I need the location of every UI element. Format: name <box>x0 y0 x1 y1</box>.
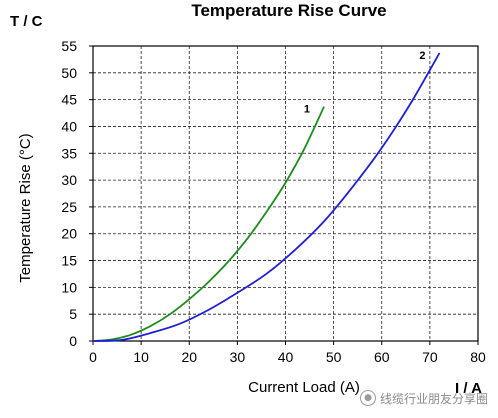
series-line-1 <box>92 106 325 342</box>
x-tick-label: 10 <box>133 349 149 365</box>
y-tick-label: 20 <box>61 226 77 242</box>
y-tick-label: 10 <box>61 279 77 295</box>
series-label-1: 1 <box>304 104 310 116</box>
y-unit-label: T / C <box>10 13 43 30</box>
series-lines <box>92 52 441 342</box>
x-tick-label: 70 <box>422 349 438 365</box>
y-axis-label: Temperature Rise (°C) <box>17 133 34 282</box>
axes <box>89 45 479 345</box>
x-tick-label: 80 <box>470 349 486 365</box>
x-tick-label: 0 <box>89 349 97 365</box>
y-tick-label: 0 <box>69 333 77 349</box>
y-tick-label: 35 <box>61 145 77 161</box>
y-tick-label: 50 <box>61 65 77 81</box>
y-tick-label: 25 <box>61 199 77 215</box>
chart-title: Temperature Rise Curve <box>191 1 386 20</box>
y-tick-label: 40 <box>61 118 77 134</box>
y-tick-label: 5 <box>69 306 77 322</box>
x-tick-label: 20 <box>181 349 197 365</box>
x-tick-label: 40 <box>278 349 294 365</box>
y-tick-label: 45 <box>61 92 77 108</box>
labels: Temperature Rise Curve T / C Temperature… <box>10 1 486 397</box>
series-line-2 <box>92 52 441 342</box>
x-axis-label: Current Load (A) <box>248 379 360 396</box>
y-tick-label: 55 <box>61 38 77 54</box>
y-tick-label: 30 <box>61 172 77 188</box>
x-tick-label: 60 <box>374 349 390 365</box>
series-label-2: 2 <box>419 50 425 62</box>
watermark: ● 线缆行业朋友分享圈 <box>360 388 488 408</box>
y-tick-label: 15 <box>61 253 77 269</box>
watermark-text: 线缆行业朋友分享圈 <box>380 391 489 406</box>
grid <box>93 46 478 341</box>
x-unit-label: I / A <box>455 380 482 397</box>
x-tick-label: 50 <box>326 349 342 365</box>
wechat-icon: ● <box>360 390 376 406</box>
x-tick-label: 30 <box>230 349 246 365</box>
